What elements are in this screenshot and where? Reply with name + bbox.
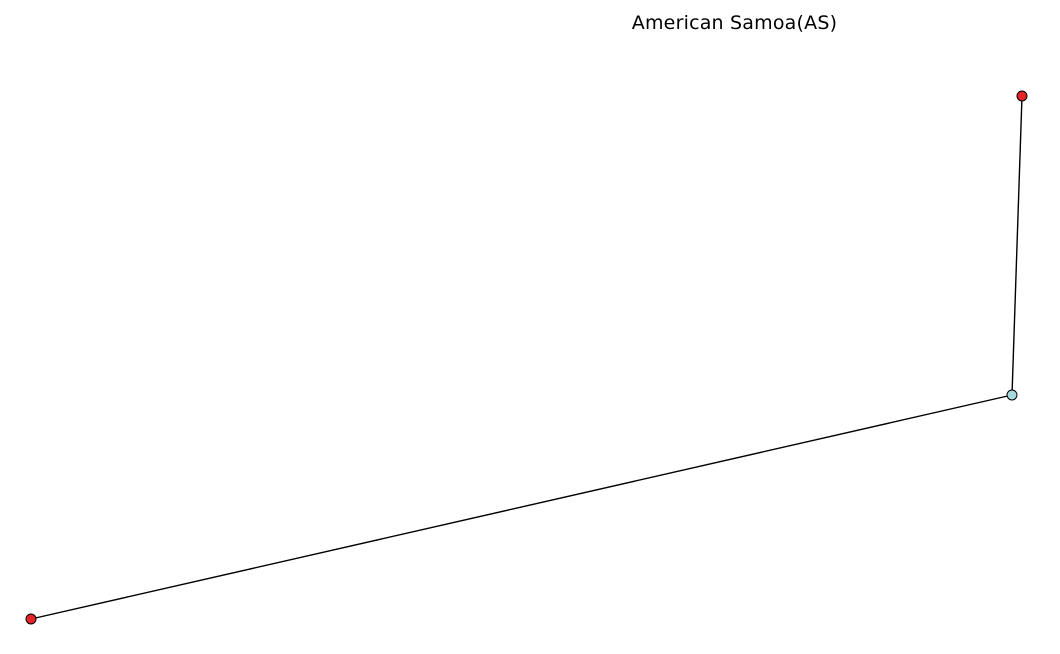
edge-node-top-right-to-node-hub xyxy=(1011,95,1023,396)
node-bottom-left xyxy=(25,613,37,625)
graph-title: American Samoa(AS) xyxy=(631,12,838,34)
node-hub xyxy=(1006,389,1018,401)
node-top-right xyxy=(1016,90,1028,102)
edges-layer xyxy=(30,95,1023,620)
edge-node-hub-to-node-bottom-left xyxy=(30,394,1013,620)
nodes-layer xyxy=(25,90,1028,625)
